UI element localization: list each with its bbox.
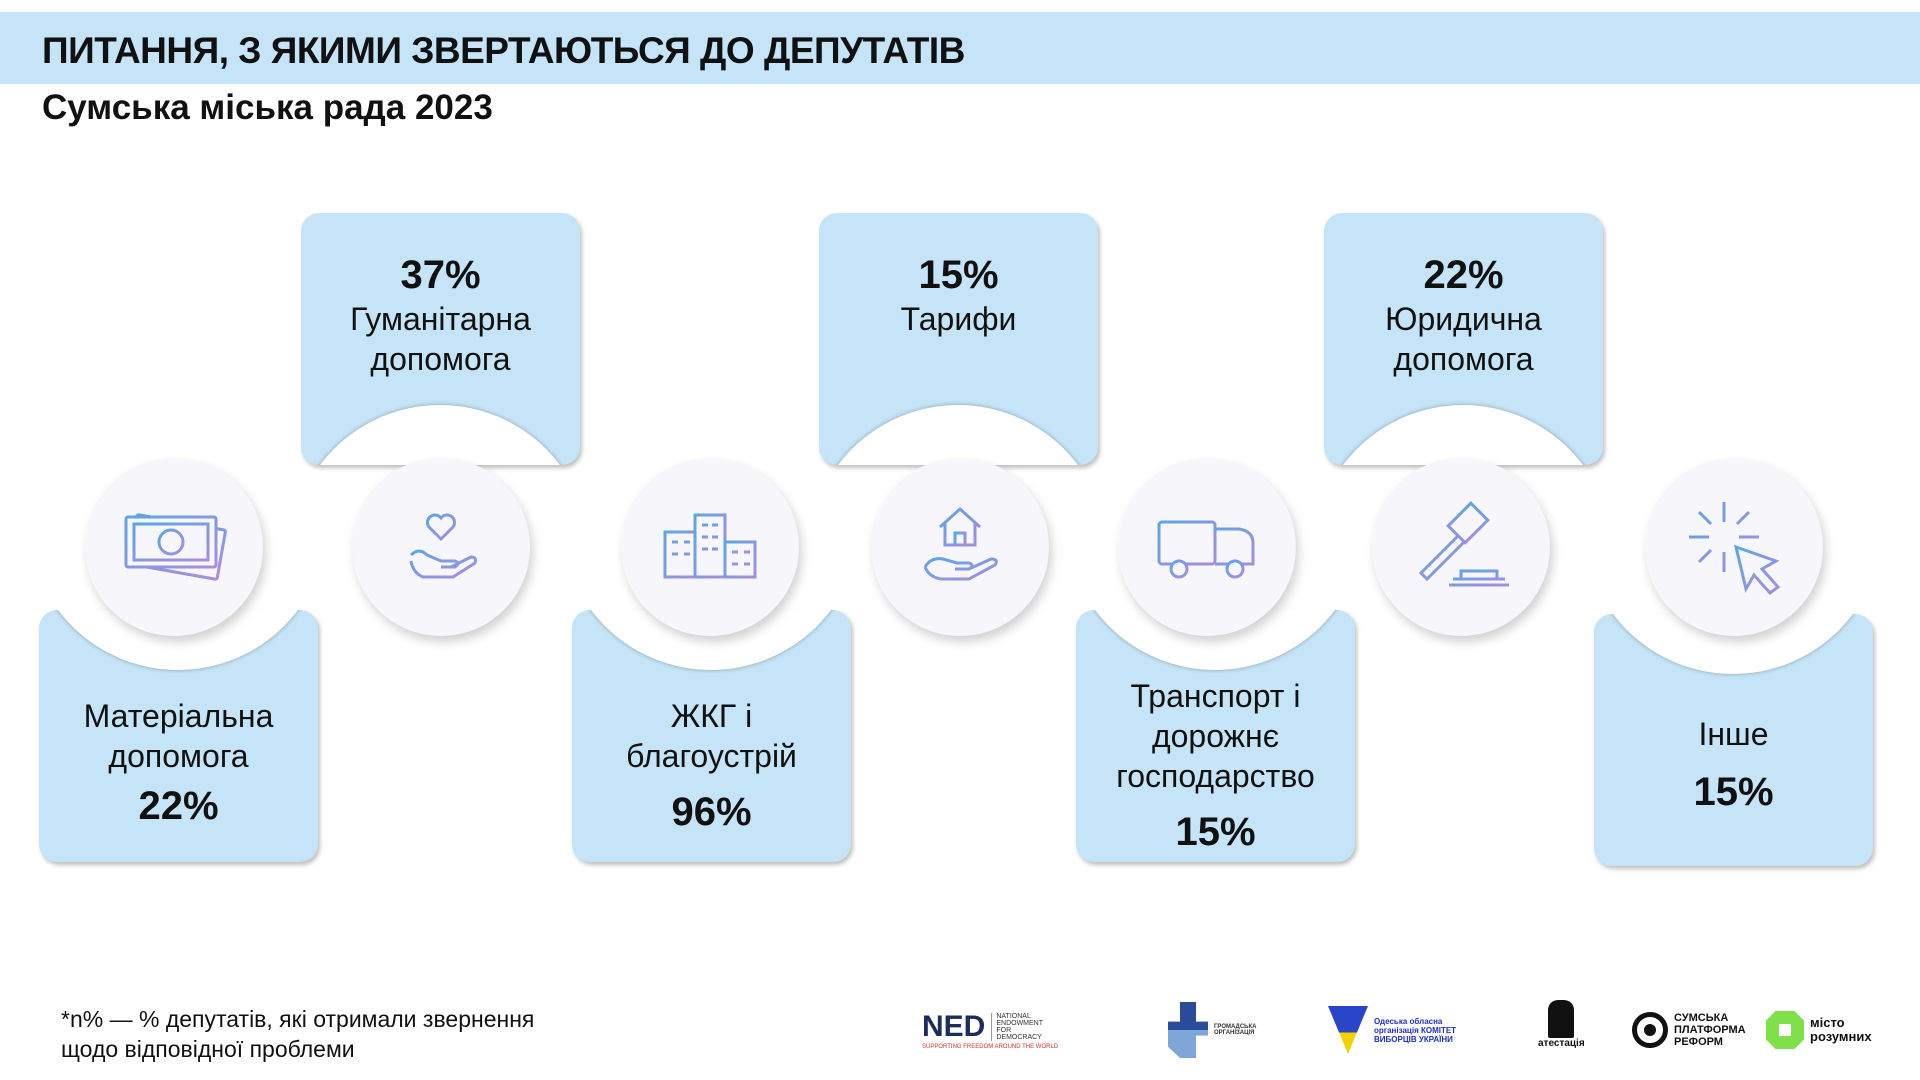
money-icon [85,458,263,636]
ned-text: NATIONAL ENDOWMENT FOR DEMOCRACY [991,1013,1051,1041]
buildings-icon [621,458,799,636]
heart-hand-icon [352,458,530,636]
ned-logo: NED NATIONAL ENDOWMENT FOR DEMOCRACY SUPP… [922,1000,1058,1060]
kvu-text: Одеська обласна організація КОМІТЕТ ВИБО… [1374,1016,1457,1044]
card-label: Тарифи [900,301,1017,337]
ned-mark: NED [922,1010,986,1043]
cursor-click-icon [1645,458,1823,636]
card-percent: 22% [138,784,219,828]
truck-icon [1118,458,1296,636]
card-legal: 22% Юридична допомога [1324,213,1603,465]
card-percent: 15% [918,253,999,297]
card-other: Інше 15% [1594,614,1873,866]
misto-logo: місто розумних [1766,1000,1890,1060]
atestatsiya-logo: атестація [1538,1000,1585,1060]
card-tariffs: 15% Тарифи [819,213,1098,465]
page-title: ПИТАННЯ, З ЯКИМИ ЗВЕРТАЮТЬСЯ ДО ДЕПУТАТІ… [42,30,965,71]
card-transport: Транспорт і дорожнє господарство 15% [1076,610,1355,862]
card-humanitarian: 37% Гуманітарна допомога [301,213,580,465]
card-label: Юридична допомога [1385,301,1542,377]
header-band [0,12,1920,84]
misto-text: місто розумних [1810,1015,1872,1044]
card-material-help: Матеріальна допомога 22% [39,610,318,862]
ned-tagline: SUPPORTING FREEDOM AROUND THE WORLD [922,1044,1059,1050]
card-label: Гуманітарна допомога [350,301,531,377]
footnote: *n% — % депутатів, які отримали зверненн… [61,1004,534,1064]
card-percent: 96% [671,790,752,834]
house-hand-icon [871,458,1049,636]
card-label: Транспорт і дорожнє господарство [1116,678,1315,794]
page-subtitle: Сумська міська рада 2023 [42,88,493,127]
go-text: ГРОМАДСЬКА ОРГАНІЗАЦІЯ [1214,1024,1257,1036]
card-percent: 15% [1175,810,1256,854]
gavel-icon [1372,458,1550,636]
card-label: Інше [1698,716,1769,752]
kvu-logo: Одеська обласна організація КОМІТЕТ ВИБО… [1328,1000,1484,1060]
card-label: ЖКГ і благоустрій [626,698,797,774]
spr-logo: СУМСЬКА ПЛАТФОРМА РЕФОРМ [1632,1000,1754,1060]
card-percent: 22% [1423,253,1504,297]
card-percent: 15% [1693,770,1774,814]
atest-text: атестація [1538,1038,1585,1049]
card-label: Матеріальна допомога [83,698,274,774]
footnote-line1: *n% — % депутатів, які отримали зверненн… [61,1006,535,1032]
card-percent: 37% [400,253,481,297]
go-logo: ГРОМАДСЬКА ОРГАНІЗАЦІЯ [1168,1000,1264,1060]
spr-text: СУМСЬКА ПЛАТФОРМА РЕФОРМ [1674,1012,1746,1048]
footnote-line2: щодо відповідної проблеми [61,1036,355,1062]
card-housing: ЖКГ і благоустрій 96% [572,610,851,862]
